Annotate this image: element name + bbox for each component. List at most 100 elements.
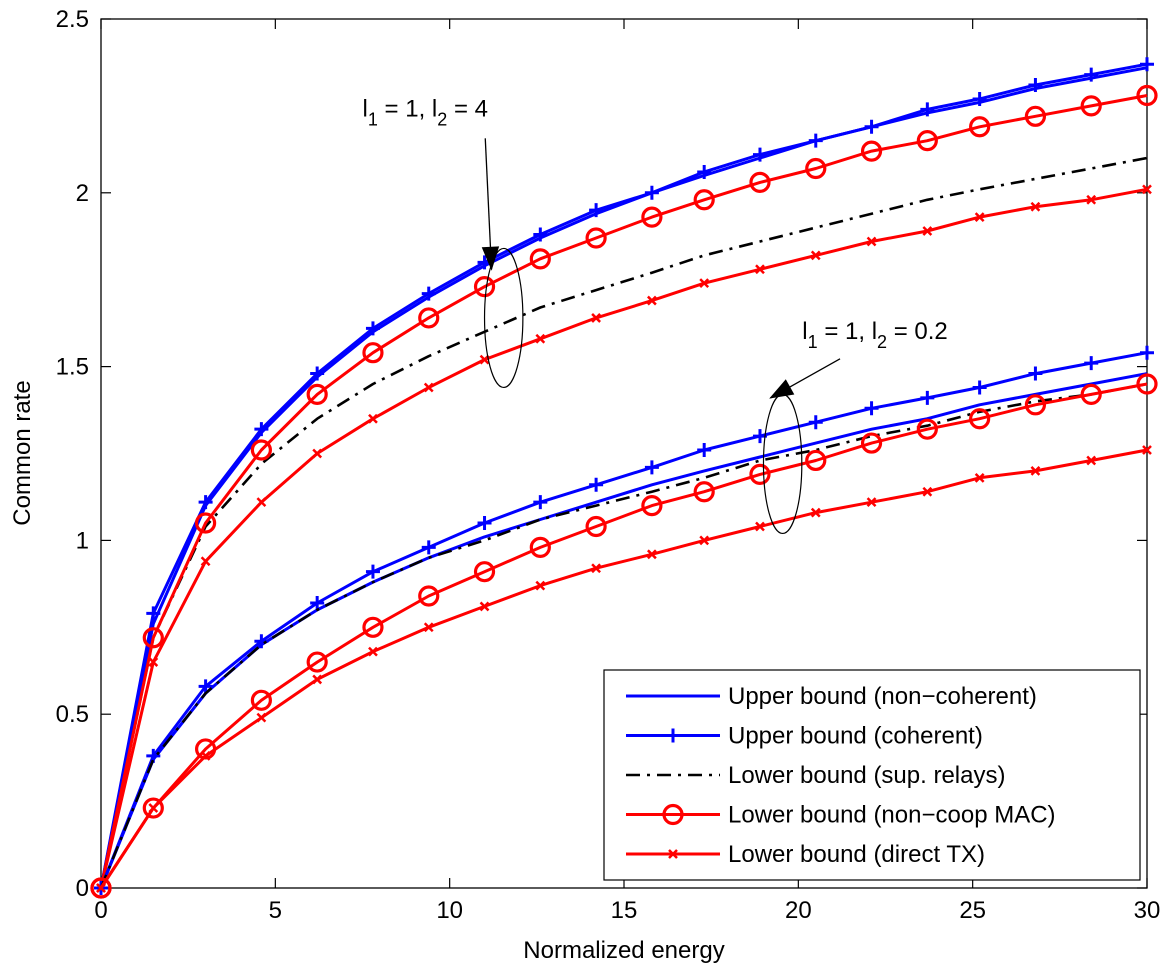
data-point-x [699, 535, 710, 546]
series-line [99, 382, 1148, 889]
data-point-plus [808, 415, 823, 430]
data-point-x [479, 601, 490, 612]
data-point-x [974, 212, 985, 223]
data-point-x [368, 413, 378, 424]
data-point-plus [421, 540, 436, 555]
legend-item-4: Lower bound (direct TX) [626, 841, 985, 868]
data-point-plus [1084, 67, 1099, 82]
y-tick-label: 0 [76, 875, 89, 902]
series-0 [99, 66, 1148, 889]
annotation-label: l1 = 1, l2 = 0.2 [802, 318, 947, 352]
legend-label: Upper bound (coherent) [728, 723, 983, 750]
legend-marker-plus [666, 728, 680, 743]
annotation-subscript: 1 [368, 109, 378, 129]
data-point-plus [310, 595, 325, 610]
data-point-plus [697, 443, 712, 458]
data-point-circle [916, 418, 938, 440]
data-point-circle [585, 515, 607, 538]
series-8 [90, 373, 1158, 899]
data-point-plus [198, 495, 213, 510]
data-point-plus [365, 321, 380, 336]
data-point-plus [752, 147, 767, 162]
data-point-x [312, 448, 323, 459]
data-point-circle [142, 627, 164, 649]
data-point-circle [418, 585, 440, 607]
data-point-circle [641, 206, 663, 228]
data-point-x [256, 497, 267, 508]
x-tick-label: 15 [611, 897, 638, 924]
data-point-circle [1080, 383, 1102, 406]
data-point-plus [808, 133, 823, 148]
annotation-0: l1 = 1, l2 = 4 [363, 95, 524, 389]
data-point-x [974, 472, 985, 483]
legend-marker-circle [662, 803, 684, 826]
data-point-circle [641, 495, 663, 517]
data-point-x [591, 563, 601, 574]
series-line [99, 351, 1148, 889]
data-point-x [922, 486, 933, 497]
data-point-plus [920, 102, 935, 117]
x-axis-label: Normalized energy [523, 937, 724, 964]
annotation-text: = 4 [447, 95, 488, 122]
series-line [99, 156, 1148, 889]
y-tick-label: 1 [76, 527, 89, 554]
ticks: 0 5 10 15 20 25 30 0 0.5 1 1.5 2 2.5 [56, 6, 1161, 924]
annotation-arrow-head [481, 246, 500, 271]
data-point-x [256, 712, 267, 723]
data-point-plus [1140, 57, 1154, 72]
data-point-x [922, 226, 933, 236]
y-tick-label: 2 [76, 180, 89, 207]
data-point-x [591, 313, 601, 323]
data-point-plus [421, 286, 436, 301]
x-tick-label: 20 [785, 897, 812, 924]
data-point-circle [1024, 394, 1047, 416]
x-tick-label: 5 [269, 897, 282, 924]
data-point-plus [533, 227, 548, 242]
series-line [99, 62, 1148, 889]
data-point-plus [365, 564, 380, 579]
data-point-circle [362, 342, 384, 364]
series-5 [99, 372, 1148, 889]
data-point-x [647, 295, 657, 306]
data-point-circle [969, 116, 991, 138]
data-point-plus [198, 679, 213, 694]
data-point-plus [1084, 356, 1099, 371]
annotation-subscript: 1 [808, 332, 818, 352]
data-point-circle [749, 171, 771, 193]
data-point-circle [195, 512, 217, 534]
series-line [99, 187, 1148, 889]
data-point-plus [920, 390, 935, 405]
legend-label: Lower bound (non−coop MAC) [728, 802, 1056, 829]
data-point-circle [805, 449, 827, 472]
legend-item-2: Lower bound (sup. relays) [626, 762, 1005, 789]
data-point-plus [1140, 345, 1154, 360]
data-point-plus [589, 203, 604, 218]
data-point-circle [142, 797, 164, 819]
data-point-plus [864, 401, 879, 416]
series-7 [99, 382, 1148, 889]
annotation-label: l1 = 1, l2 = 4 [363, 95, 488, 129]
data-point-circle [90, 877, 112, 899]
data-point-circle [1080, 95, 1102, 117]
annotation-ellipse [483, 247, 524, 389]
y-tick-label: 0.5 [56, 701, 89, 728]
data-point-circle [362, 616, 384, 638]
data-point-x [810, 507, 821, 518]
data-point-circle [1136, 373, 1158, 395]
data-point-circle [805, 157, 827, 180]
legend-label: Lower bound (sup. relays) [728, 762, 1005, 789]
data-point-circle [1024, 105, 1047, 127]
legend: Upper bound (non−coherent) Upper bound (c… [603, 669, 1141, 881]
series-line [99, 372, 1148, 889]
y-tick-label: 2.5 [56, 6, 89, 33]
data-point-circle [749, 463, 771, 485]
x-tick-label: 0 [94, 897, 107, 924]
data-point-x [535, 333, 546, 344]
data-point-circle [1136, 84, 1158, 107]
annotation-text: = 1, l [378, 95, 437, 122]
legend-marker-x [668, 849, 678, 859]
data-point-circle [860, 432, 883, 454]
annotation-text: = 1, l [818, 318, 877, 345]
x-tick-label: 10 [436, 897, 463, 924]
data-point-x [1086, 455, 1097, 466]
